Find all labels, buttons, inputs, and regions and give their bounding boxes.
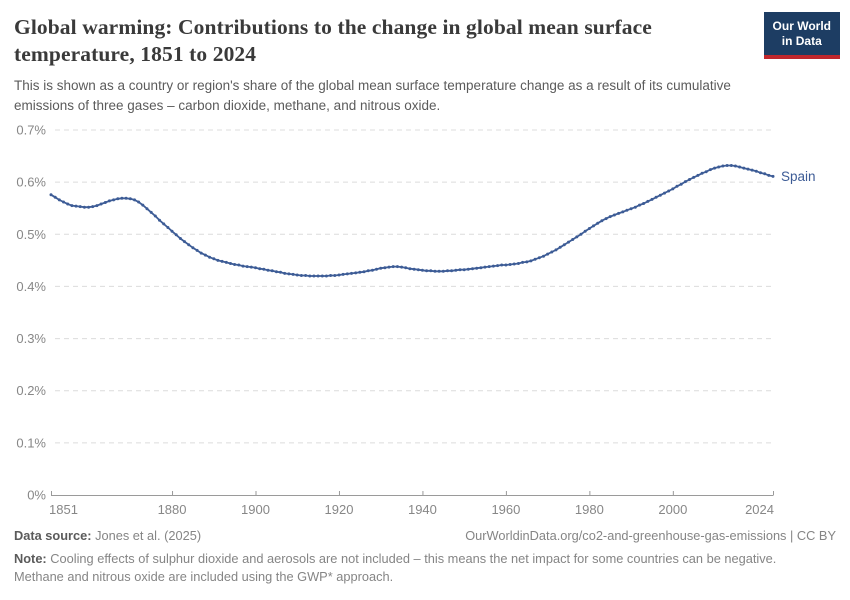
x-axis-tick-label: 1980 [575, 502, 604, 517]
y-axis-tick-label: 0.3% [16, 331, 46, 346]
x-axis-tick-label: 1880 [158, 502, 187, 517]
y-axis-tick-label: 0.6% [16, 175, 46, 190]
chart-header: Global warming: Contributions to the cha… [14, 14, 764, 115]
owid-logo-line2: in Data [781, 34, 822, 48]
y-axis-tick-label: 0.2% [16, 383, 46, 398]
series-entity-label[interactable]: Spain [781, 169, 816, 184]
data-source-value: Jones et al. (2025) [91, 528, 202, 543]
data-source-label: Data source: [14, 528, 92, 543]
x-axis-tick-label: 1851 [49, 502, 78, 517]
y-axis-tick-label: 0.1% [16, 435, 46, 450]
owid-logo-line1: Our World [772, 19, 831, 33]
note-text: Cooling effects of sulphur dioxide and a… [14, 551, 777, 585]
x-axis-tick-label: 1940 [408, 502, 437, 517]
x-axis-tick-label: 1920 [325, 502, 354, 517]
chart-subtitle: This is shown as a country or region's s… [14, 78, 731, 113]
note-label: Note: [14, 551, 47, 566]
y-axis-tick-label: 0% [27, 488, 46, 503]
owid-logo[interactable]: Our World in Data [763, 12, 840, 59]
attribution-link[interactable]: OurWorldinData.org/co2-and-greenhouse-ga… [465, 528, 836, 543]
chart-note: Note: Cooling effects of sulphur dioxide… [14, 550, 814, 586]
chart-svg[interactable]: 0% 0.1% 0.2% 0.3% 0.4% 0.5% 0.6% 0.7% 1851 1880 19… [0, 118, 850, 520]
data-source-line: Data source: Jones et al. (2025) [14, 528, 201, 543]
y-axis-tick-label: 0.5% [16, 227, 46, 242]
y-axis-tick-label: 0.4% [16, 279, 46, 294]
x-axis-tick-label: 1960 [491, 502, 520, 517]
spain-line-dots [49, 164, 775, 278]
x-axis-tick-label: 2024 [745, 502, 774, 517]
chart-canvas[interactable]: 0% 0.1% 0.2% 0.3% 0.4% 0.5% 0.6% 0.7% 1851 1880 19… [0, 118, 850, 520]
page-title: Global warming: Contributions to the cha… [14, 15, 652, 66]
chart-footer: Data source: Jones et al. (2025) OurWorl… [14, 528, 836, 586]
x-axis-tick-label: 1900 [241, 502, 270, 517]
y-axis-tick-label: 0.7% [16, 123, 46, 138]
x-axis-tick-label: 2000 [658, 502, 687, 517]
